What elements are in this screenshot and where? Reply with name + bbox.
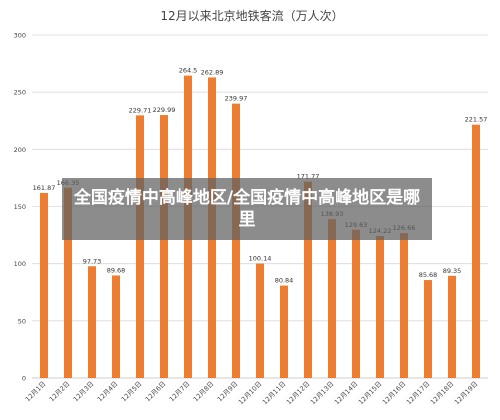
x-tick-label: 12月1日 <box>24 380 48 404</box>
x-tick-label: 12月5日 <box>120 380 144 404</box>
data-label: 89.68 <box>107 266 126 274</box>
data-label: 85.68 <box>419 271 438 279</box>
x-tick-label: 12月6日 <box>144 380 168 404</box>
bar <box>112 275 120 378</box>
data-label: 100.14 <box>249 255 272 263</box>
y-tick-label: 250 <box>14 89 26 97</box>
bar <box>472 124 480 378</box>
x-tick-label: 12月3日 <box>72 380 96 404</box>
bar <box>448 275 456 378</box>
data-label: 229.99 <box>153 106 176 114</box>
bar <box>352 229 360 378</box>
data-label: 97.73 <box>83 257 102 265</box>
data-label: 262.89 <box>201 68 224 76</box>
bar <box>256 263 264 378</box>
bar <box>280 285 288 378</box>
x-tick-label: 12月15日 <box>357 380 384 407</box>
x-tick-label: 12月4日 <box>96 380 120 404</box>
bar <box>160 115 168 378</box>
data-label: 221.57 <box>465 116 488 124</box>
y-tick-label: 300 <box>14 32 26 40</box>
bar <box>64 187 72 378</box>
x-tick-label: 12月14日 <box>333 380 360 407</box>
x-tick-label: 12月18日 <box>429 380 456 407</box>
x-tick-label: 12月13日 <box>309 380 336 407</box>
y-tick-label: 0 <box>22 375 26 383</box>
x-tick-label: 12月11日 <box>261 380 288 407</box>
x-tick-label: 12月8日 <box>192 380 216 404</box>
bar <box>328 219 336 378</box>
data-label: 161.87 <box>33 184 56 192</box>
data-label: 89.35 <box>443 267 462 275</box>
bar <box>424 280 432 378</box>
bar <box>40 192 48 378</box>
data-label: 171.77 <box>297 173 320 181</box>
data-label: 229.71 <box>129 106 152 114</box>
bar <box>304 181 312 378</box>
x-tick-label: 12月12日 <box>285 380 312 407</box>
bar <box>88 266 96 378</box>
bar <box>376 235 384 378</box>
x-tick-label: 12月2日 <box>48 380 72 404</box>
data-label: 80.84 <box>275 277 294 285</box>
x-tick-label: 12月10日 <box>237 380 264 407</box>
data-label: 239.97 <box>225 95 248 103</box>
watermark-overlay-text: 全国疫情中高峰地区/全国疫情中高峰地区是哪里 <box>62 178 432 240</box>
y-tick-label: 200 <box>14 146 26 154</box>
chart-title: 12月以来北京地铁客流（万人次） <box>160 8 343 23</box>
x-tick-label: 12月7日 <box>168 380 192 404</box>
bar <box>400 233 408 378</box>
x-tick-label: 12月16日 <box>381 380 408 407</box>
y-tick-label: 150 <box>14 203 26 211</box>
y-tick-label: 50 <box>18 317 26 325</box>
x-tick-label: 12月17日 <box>405 380 432 407</box>
y-tick-label: 100 <box>14 260 26 268</box>
data-label: 264.5 <box>179 67 198 75</box>
x-tick-label: 12月9日 <box>216 380 240 404</box>
bar <box>232 103 240 378</box>
bar <box>136 115 144 378</box>
x-tick-label: 12月19日 <box>453 380 480 407</box>
